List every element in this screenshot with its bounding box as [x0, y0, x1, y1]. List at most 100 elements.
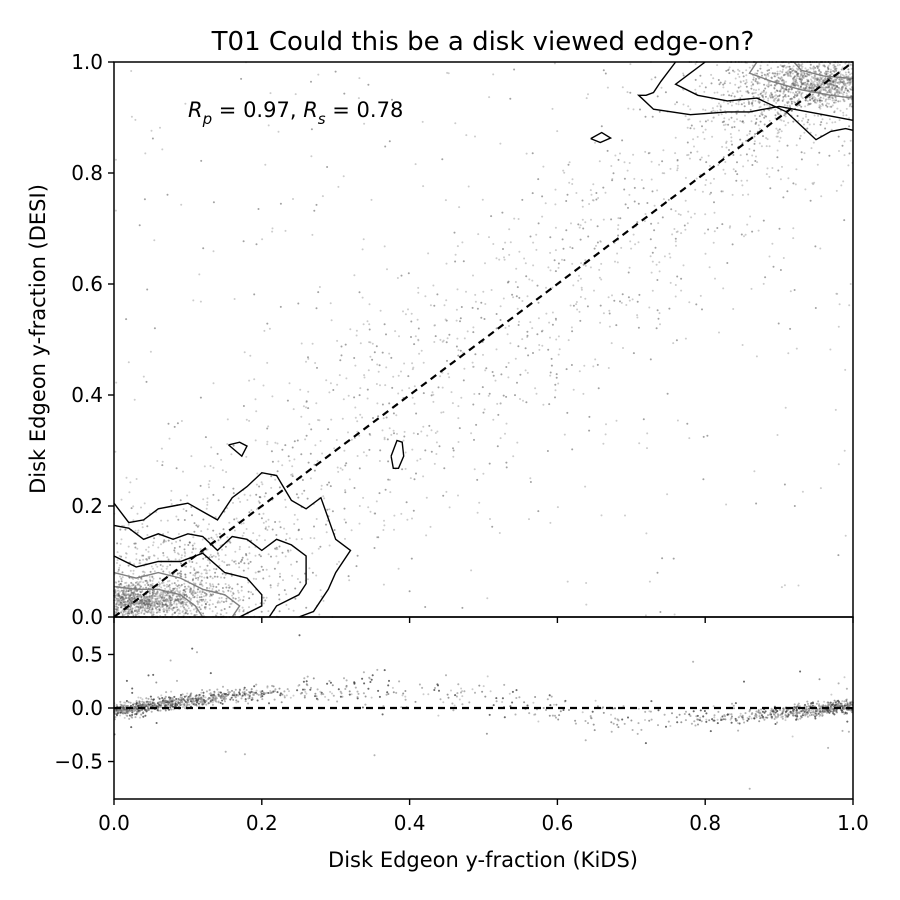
scatter-point: [523, 257, 526, 260]
scatter-point: [836, 64, 839, 67]
scatter-point: [176, 579, 179, 582]
scatter-point: [291, 465, 294, 468]
scatter-point: [694, 78, 697, 81]
scatter-point: [264, 163, 267, 166]
scatter-point: [795, 77, 798, 80]
scatter-point: [656, 189, 659, 192]
scatter-point: [148, 575, 151, 578]
scatter-point: [369, 355, 372, 358]
scatter-point: [138, 612, 140, 615]
scatter-point: [361, 416, 364, 419]
scatter-point: [501, 211, 504, 214]
scatter-point: [721, 145, 724, 148]
scatter-point: [414, 163, 417, 166]
scatter-point: [234, 560, 237, 563]
scatter-point: [217, 499, 220, 502]
scatter-point: [757, 100, 760, 103]
scatter-point: [716, 110, 719, 113]
scatter-point: [722, 156, 725, 159]
scatter-point: [124, 582, 127, 584]
scatter-point: [276, 584, 279, 587]
scatter-point: [180, 556, 183, 559]
scatter-point: [796, 115, 799, 117]
scatter-point: [271, 460, 274, 463]
scatter-point: [160, 519, 163, 522]
scatter-point: [767, 83, 770, 86]
scatter-point: [758, 82, 761, 85]
scatter-point: [307, 390, 310, 393]
scatter-point: [835, 67, 838, 70]
scatter-point: [248, 597, 251, 600]
scatter-point: [592, 365, 595, 368]
scatter-point: [829, 98, 832, 101]
scatter-point: [297, 302, 300, 305]
scatter-point: [659, 323, 661, 326]
scatter-point: [136, 581, 139, 583]
scatter-point: [675, 231, 678, 233]
scatter-point: [515, 267, 518, 270]
scatter-point: [278, 593, 281, 596]
scatter-point: [830, 83, 833, 86]
scatter-point: [242, 595, 245, 598]
scatter-point: [145, 610, 148, 613]
scatter-point: [284, 506, 287, 509]
scatter-point: [229, 541, 232, 544]
scatter-point: [211, 588, 214, 590]
scatter-point: [827, 84, 830, 87]
scatter-point: [283, 527, 286, 530]
scatter-point: [319, 589, 322, 592]
scatter-point: [353, 487, 356, 489]
scatter-point: [797, 84, 800, 87]
scatter-point: [148, 595, 151, 598]
scatter-point: [611, 294, 613, 297]
scatter-point: [248, 419, 251, 422]
scatter-point: [529, 321, 532, 324]
scatter-point: [588, 415, 591, 418]
scatter-point: [845, 85, 848, 88]
scatter-point: [755, 121, 758, 124]
scatter-point: [779, 77, 782, 80]
scatter-point: [214, 555, 217, 558]
scatter-point: [140, 506, 142, 509]
scatter-point: [775, 94, 777, 97]
scatter-point: [568, 161, 571, 164]
scatter-point: [773, 95, 776, 98]
residual-point: [250, 688, 253, 691]
scatter-point: [115, 381, 118, 384]
scatter-point: [239, 598, 242, 601]
scatter-point: [146, 582, 149, 585]
scatter-point: [496, 445, 499, 448]
scatter-point: [296, 439, 299, 442]
scatter-point: [837, 325, 840, 328]
scatter-point: [747, 91, 750, 94]
scatter-point: [193, 530, 196, 533]
scatter-point: [596, 241, 599, 244]
scatter-point: [722, 124, 725, 127]
scatter-point: [114, 209, 117, 212]
scatter-point: [245, 554, 248, 557]
scatter-point: [544, 202, 547, 205]
scatter-point: [264, 527, 267, 530]
scatter-point: [482, 290, 485, 293]
scatter-point: [819, 247, 822, 250]
scatter-point: [454, 122, 457, 125]
scatter-point: [200, 579, 203, 582]
scatter-point: [407, 375, 410, 378]
scatter-point: [125, 552, 128, 555]
scatter-point: [730, 136, 733, 139]
scatter-point: [176, 595, 179, 598]
scatter-point: [195, 577, 197, 580]
scatter-point: [712, 116, 715, 119]
scatter-point: [781, 165, 783, 168]
scatter-point: [614, 260, 616, 263]
scatter-point: [269, 92, 272, 95]
scatter-point: [790, 88, 793, 91]
scatter-point: [175, 602, 178, 605]
scatter-point: [148, 592, 151, 595]
scatter-point: [689, 108, 692, 111]
scatter-point: [191, 578, 194, 581]
scatter-point: [608, 309, 611, 312]
scatter-point: [271, 395, 274, 398]
scatter-point: [770, 91, 773, 94]
scatter-point: [147, 550, 150, 553]
